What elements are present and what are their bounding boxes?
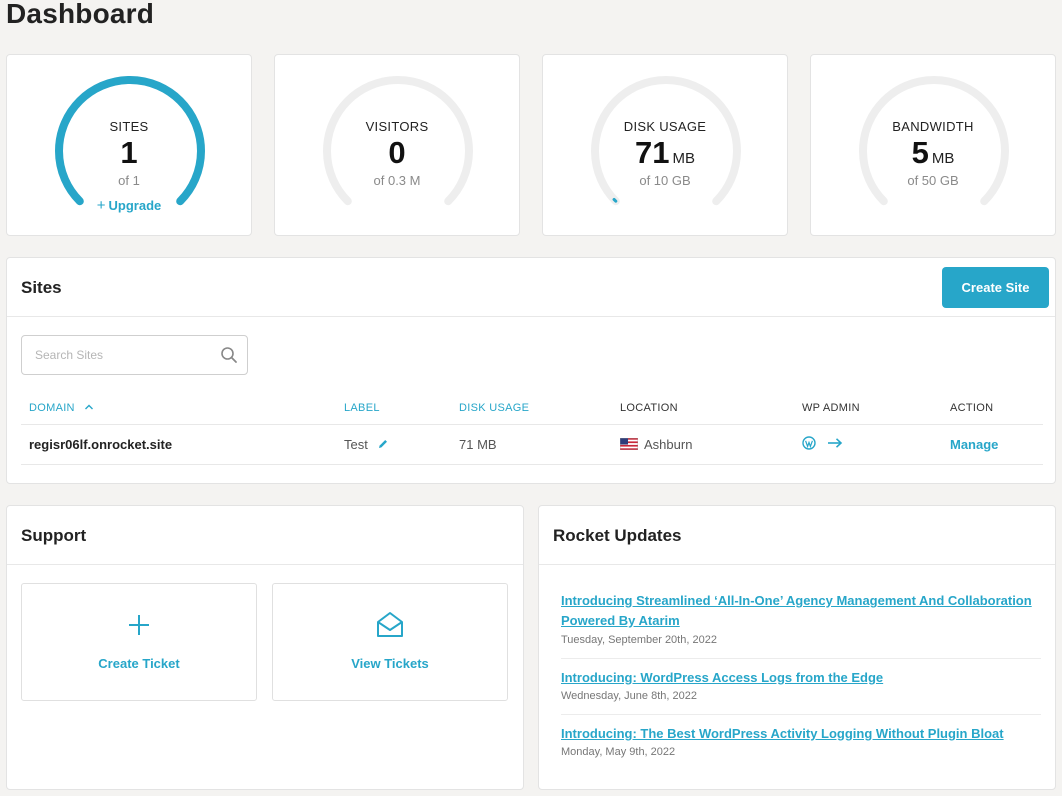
divider xyxy=(7,316,1055,317)
news-link[interactable]: Introducing: The Best WordPress Activity… xyxy=(561,726,1004,741)
rocket-updates-title: Rocket Updates xyxy=(553,526,682,545)
bandwidth-gauge xyxy=(859,75,1009,206)
news-divider xyxy=(561,658,1041,659)
column-header-action: ACTION xyxy=(950,402,994,414)
column-header-disk-usage[interactable]: DISK USAGE xyxy=(459,402,530,414)
news-link[interactable]: Introducing Streamlined ‘All-In-One’ Age… xyxy=(561,593,1032,628)
stat-label: SITES xyxy=(109,119,149,134)
rocket-updates-panel: Rocket Updates Introducing Streamlined ‘… xyxy=(538,505,1056,790)
stat-limit: of 1 xyxy=(118,173,140,188)
site-label: Test xyxy=(344,437,368,452)
news-divider xyxy=(561,714,1041,715)
news-date: Tuesday, September 20th, 2022 xyxy=(561,634,717,646)
wordpress-icon xyxy=(802,436,816,450)
wp-admin-cell[interactable] xyxy=(802,436,843,451)
stat-value: 5 xyxy=(911,135,929,170)
visitors-gauge xyxy=(323,75,473,206)
stat-value: 0 xyxy=(388,135,406,170)
us-flag-icon xyxy=(620,438,638,450)
stat-unit: MB xyxy=(931,150,955,167)
column-header-domain[interactable]: DOMAIN xyxy=(29,402,94,414)
stat-limit: of 10 GB xyxy=(639,173,691,188)
stat-card-sites: SITES 1 of 1 + Upgrade xyxy=(6,54,252,236)
stat-unit: MB xyxy=(672,150,695,167)
column-header-location: LOCATION xyxy=(620,402,678,414)
create-ticket-label: Create Ticket xyxy=(98,656,180,671)
news-date: Monday, May 9th, 2022 xyxy=(561,746,676,758)
support-title: Support xyxy=(21,526,87,545)
stat-label: VISITORS xyxy=(365,119,429,134)
news-link[interactable]: Introducing: WordPress Access Logs from … xyxy=(561,670,884,685)
site-domain: regisr06lf.onrocket.site xyxy=(29,437,173,452)
disk-usage-gauge xyxy=(591,75,741,206)
site-location: Ashburn xyxy=(644,437,693,452)
create-ticket-tile[interactable]: Create Ticket xyxy=(21,583,257,701)
stat-limit: of 50 GB xyxy=(907,173,959,188)
sites-panel: Sites Create Site DOMAIN LABEL DISK USAG… xyxy=(6,257,1056,484)
row-divider xyxy=(21,464,1043,465)
gauge-fill xyxy=(612,197,618,203)
search-icon[interactable] xyxy=(220,346,238,364)
gauge-track xyxy=(323,75,473,206)
stat-value: 71 xyxy=(635,135,670,170)
divider xyxy=(7,564,523,565)
column-header-label[interactable]: LABEL xyxy=(344,402,380,414)
site-label-cell: Test xyxy=(344,437,389,452)
stat-card-visitors: VISITORS 0 of 0.3 M xyxy=(274,54,520,236)
upgrade-label: Upgrade xyxy=(108,198,162,213)
news-date: Wednesday, June 8th, 2022 xyxy=(561,690,697,702)
stat-card-bandwidth: BANDWIDTH 5 MB of 50 GB xyxy=(810,54,1056,236)
chevron-up-icon xyxy=(85,404,94,410)
plus-icon xyxy=(129,615,149,635)
search-sites-box[interactable] xyxy=(21,335,248,375)
stat-label: BANDWIDTH xyxy=(892,119,974,134)
plus-icon: + xyxy=(96,197,106,214)
stat-value: 1 xyxy=(120,135,138,170)
upgrade-link[interactable]: + Upgrade xyxy=(7,197,251,214)
gauge-track xyxy=(591,75,741,206)
stat-limit: of 0.3 M xyxy=(373,173,421,188)
sites-title: Sites xyxy=(21,278,62,297)
divider xyxy=(539,564,1055,565)
column-header-domain-label: DOMAIN xyxy=(29,402,75,414)
arrow-right-icon xyxy=(827,438,842,448)
stat-card-disk-usage: DISK USAGE 71 MB of 10 GB xyxy=(542,54,788,236)
manage-link[interactable]: Manage xyxy=(950,437,999,452)
gauge-fill xyxy=(55,75,205,206)
view-tickets-tile[interactable]: View Tickets xyxy=(272,583,508,701)
view-tickets-label: View Tickets xyxy=(351,656,429,671)
stat-label: DISK USAGE xyxy=(623,119,707,134)
pencil-icon[interactable] xyxy=(377,438,389,450)
column-header-wp-admin: WP ADMIN xyxy=(802,402,860,414)
page-title: Dashboard xyxy=(6,0,155,29)
support-panel: Support Create Ticket View Tickets xyxy=(6,505,524,790)
envelope-open-icon xyxy=(377,612,403,637)
create-site-button[interactable]: Create Site xyxy=(942,267,1049,308)
site-location-cell: Ashburn xyxy=(620,437,692,452)
sites-gauge xyxy=(55,75,205,206)
site-disk-usage: 71 MB xyxy=(459,437,497,452)
gauge-track xyxy=(859,75,1009,206)
row-divider xyxy=(21,424,1043,425)
search-sites-input[interactable] xyxy=(22,336,212,374)
